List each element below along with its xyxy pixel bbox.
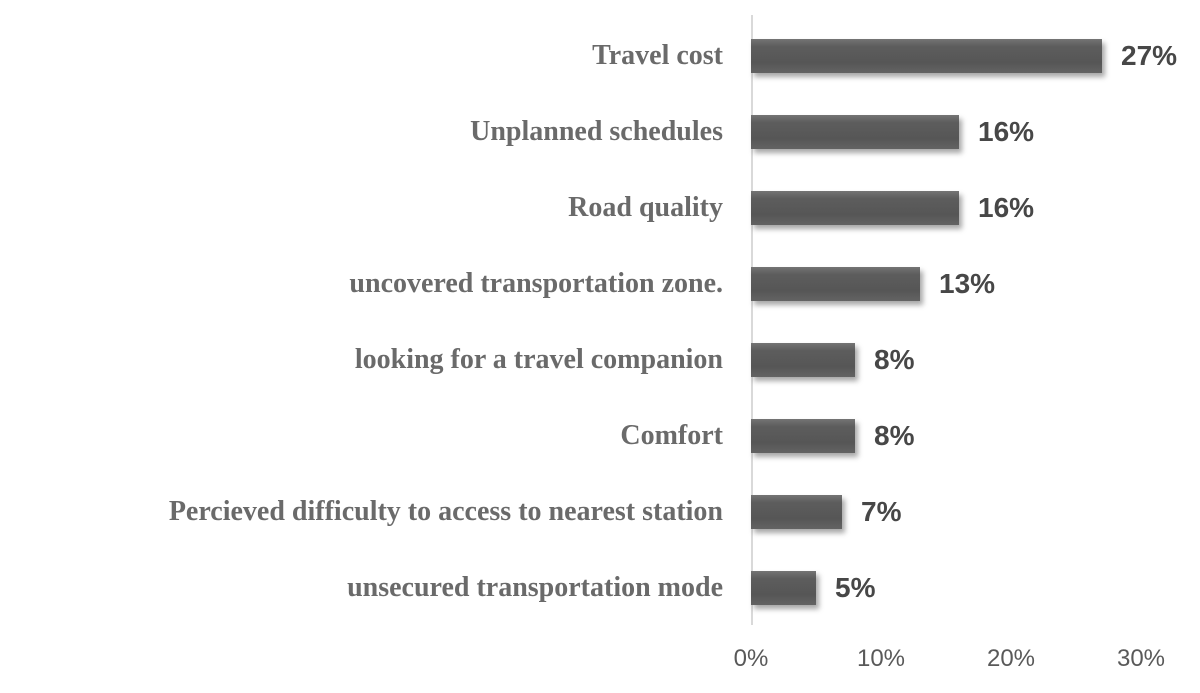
bar (751, 343, 855, 377)
bar (751, 115, 959, 149)
plot-area: Travel cost 27% Unplanned schedules 16% … (0, 18, 1200, 626)
category-label: unsecured transportation mode (347, 572, 723, 604)
chart-row: Travel cost 27% (0, 18, 1200, 94)
chart-row: Unplanned schedules 16% (0, 94, 1200, 170)
value-label: 16% (978, 192, 1035, 223)
chart-row: uncovered transportation zone. 13% (0, 246, 1200, 322)
chart-row: Comfort 8% (0, 398, 1200, 474)
x-tick-label: 30% (1116, 645, 1166, 672)
chart-row: Road quality 16% (0, 170, 1200, 246)
category-label: uncovered transportation zone. (349, 268, 723, 300)
category-label: Unplanned schedules (470, 116, 723, 148)
x-tick-label: 20% (986, 645, 1036, 672)
chart-row: Percieved difficulty to access to neares… (0, 474, 1200, 550)
category-label: Road quality (568, 192, 723, 224)
category-label: Percieved difficulty to access to neares… (168, 496, 723, 528)
bar (751, 267, 920, 301)
value-label: 8% (874, 420, 915, 451)
bar (751, 419, 855, 453)
value-label: 5% (835, 572, 876, 603)
bar (751, 571, 816, 605)
bar (751, 495, 842, 529)
x-tick-label: 0% (733, 645, 769, 672)
category-label: Travel cost (592, 40, 723, 72)
value-label: 13% (939, 268, 996, 299)
value-label: 16% (978, 116, 1035, 147)
value-label: 27% (1121, 40, 1178, 71)
x-tick-label: 10% (856, 645, 906, 672)
category-label: Comfort (620, 420, 723, 452)
value-label: 7% (861, 496, 902, 527)
value-label: 8% (874, 344, 915, 375)
category-label: looking for a travel companion (354, 344, 723, 376)
chart-row: looking for a travel companion 8% (0, 322, 1200, 398)
x-axis: 0% 10% 20% 30% (0, 645, 1200, 679)
bar (751, 39, 1102, 73)
chart-row: unsecured transportation mode 5% (0, 550, 1200, 626)
y-axis-line (751, 15, 753, 625)
bar (751, 191, 959, 225)
